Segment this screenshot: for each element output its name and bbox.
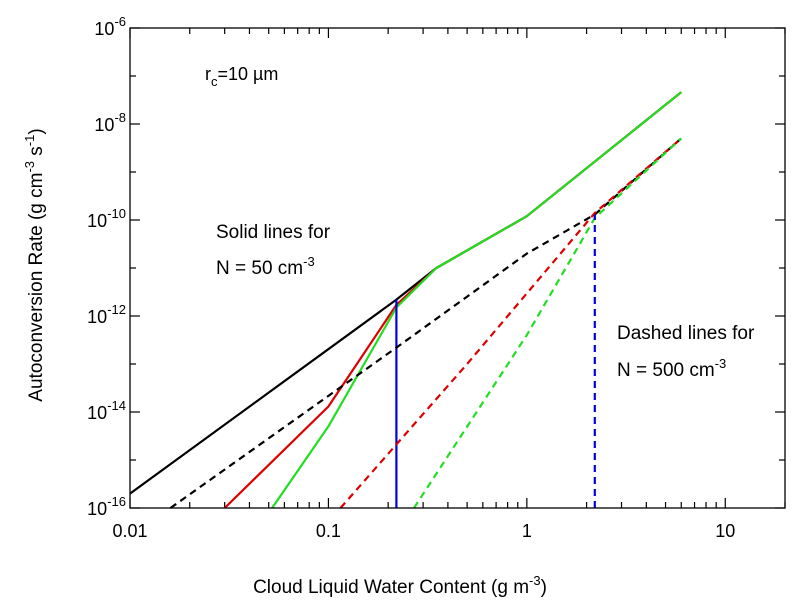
x-axis-title-tail: ) <box>541 577 547 598</box>
y-axis-title-sup2: -1 <box>22 135 37 147</box>
y-tick-label: 10-14 <box>87 398 126 423</box>
annotation-rc-pre: r <box>205 64 211 84</box>
x-axis-title-main: Cloud Liquid Water Content (g m <box>253 577 529 598</box>
y-tick-label: 10-16 <box>87 494 126 519</box>
y-tick-label-exp: -6 <box>114 14 126 29</box>
series-line-4 <box>169 137 682 509</box>
x-tick-label: 10 <box>715 521 735 541</box>
y-tick-label-exp: -8 <box>114 110 126 125</box>
series-line-5 <box>339 137 682 509</box>
series-line-6 <box>413 137 682 509</box>
annotation-solid-line2-main: N = 50 cm <box>216 258 303 279</box>
annotation-solid-line2-sup: -3 <box>303 254 315 269</box>
x-tick-label: 1 <box>522 521 532 541</box>
y-tick-label-exp: -10 <box>107 206 126 221</box>
y-axis-title: Autoconversion Rate (g cm-3 s-1) <box>22 128 47 401</box>
x-axis-title: Cloud Liquid Water Content (g m-3) <box>253 573 547 598</box>
y-axis-title-main: Autoconversion Rate (g cm <box>26 173 47 402</box>
y-tick-label-base: 10 <box>87 499 107 519</box>
y-tick-label-base: 10 <box>94 115 114 135</box>
y-tick-label-exp: -14 <box>107 398 126 413</box>
annotation-dashed-line2: N = 500 cm-3 <box>617 356 726 381</box>
annotation-dashed-line2-sup: -3 <box>715 356 727 371</box>
series-line-1 <box>223 91 682 509</box>
y-tick-label: 10-8 <box>94 110 126 135</box>
x-tick-label: 0.1 <box>316 521 341 541</box>
annotation-dashed-line1: Dashed lines for <box>617 323 755 344</box>
axis-ticks <box>129 27 786 509</box>
y-tick-label-base: 10 <box>87 307 107 327</box>
y-tick-label: 10-10 <box>87 206 126 231</box>
y-tick-label-exp: -16 <box>107 494 126 509</box>
x-axis-title-sup: -3 <box>529 573 541 588</box>
y-axis-title-sup1: -3 <box>22 161 37 173</box>
x-tick-labels: 0.01 0.1 1 10 <box>112 521 735 541</box>
y-tick-label: 10-6 <box>94 14 126 39</box>
y-tick-label-exp: -12 <box>107 302 126 317</box>
annotation-rc-sub: c <box>211 74 218 89</box>
y-tick-label-base: 10 <box>87 403 107 423</box>
y-axis-title-tail: ) <box>26 128 47 134</box>
annotation-rc: rc=10 µm <box>205 64 278 89</box>
y-tick-label: 10-12 <box>87 302 126 327</box>
y-axis-title-mid: s <box>26 146 47 161</box>
series-line-2 <box>271 91 682 509</box>
y-tick-label-base: 10 <box>94 19 114 39</box>
y-tick-label-base: 10 <box>87 211 107 231</box>
annotation-rc-post: =10 µm <box>218 64 279 84</box>
annotation-solid-line1: Solid lines for <box>216 222 331 243</box>
plot-frame <box>129 27 786 509</box>
x-tick-label: 0.01 <box>112 521 147 541</box>
annotation-dashed-line2-main: N = 500 cm <box>617 360 715 381</box>
annotation-solid-line2: N = 50 cm-3 <box>216 254 315 279</box>
series-layer <box>129 91 682 509</box>
